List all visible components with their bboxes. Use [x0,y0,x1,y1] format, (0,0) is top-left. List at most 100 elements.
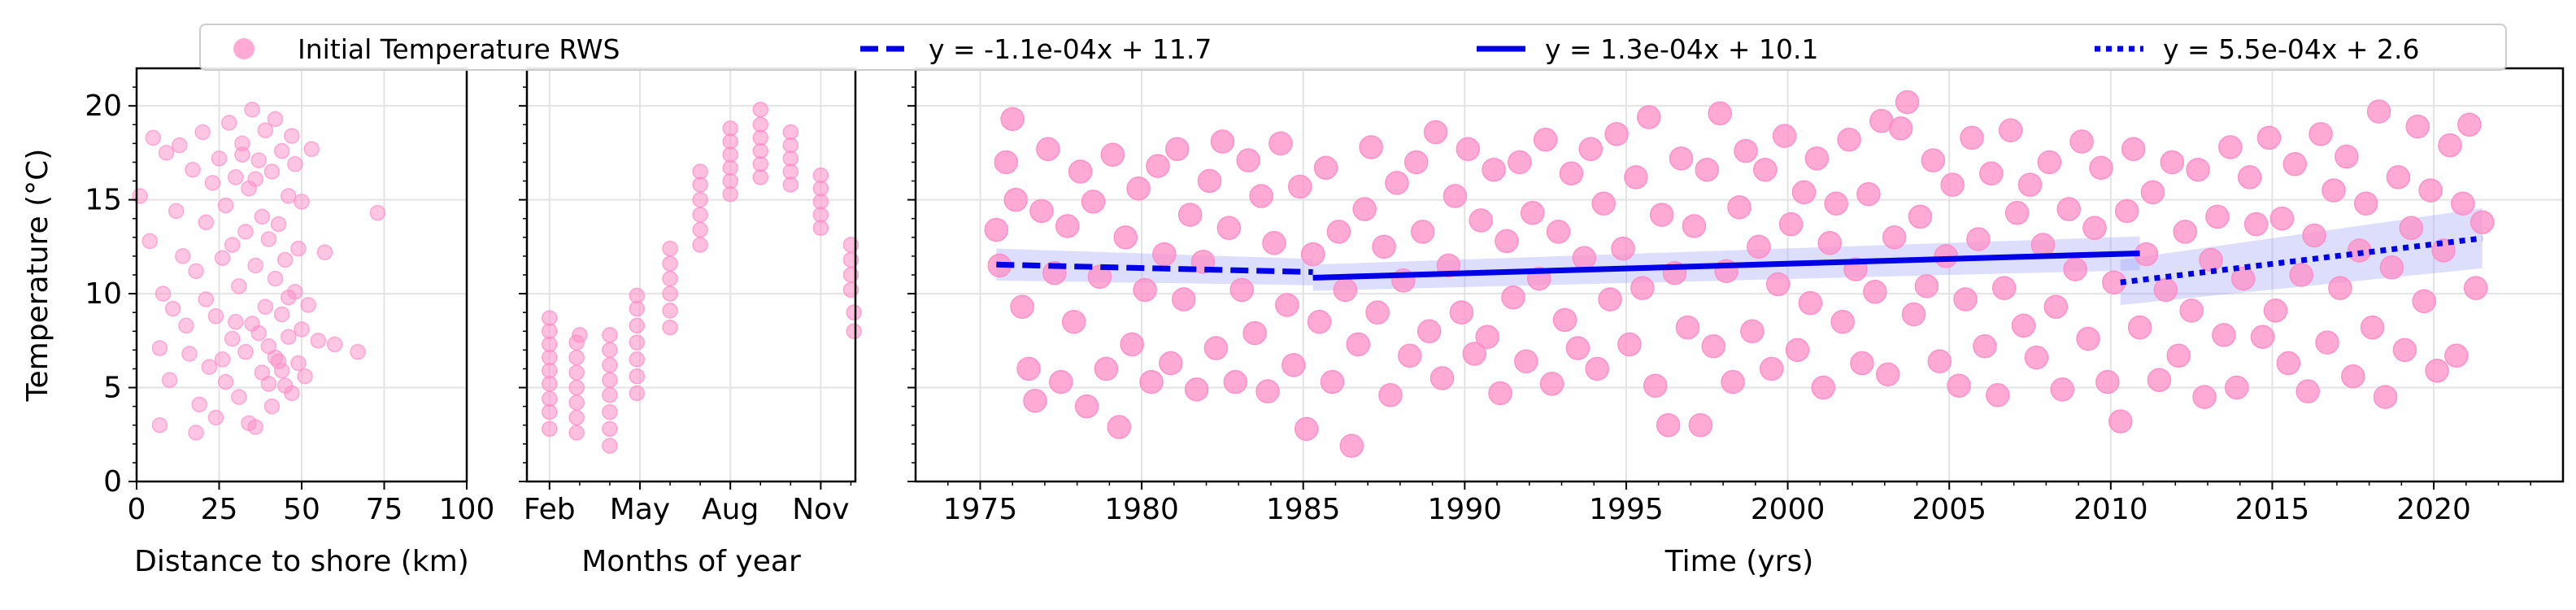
data-point [2295,379,2320,403]
data-point [2392,338,2417,363]
data-point [2425,359,2449,383]
data-point [2276,351,2301,376]
data-point [270,216,287,233]
data-point [172,137,188,154]
data-point [290,355,307,372]
data-point [350,343,366,360]
data-point [722,185,738,203]
data-point [542,336,558,353]
data-point [602,372,618,389]
data-point [2386,165,2411,190]
data-point [1003,187,1028,212]
data-point [2173,220,2197,244]
data-point [629,317,646,334]
data-point [1533,127,1558,152]
data-point [1804,146,1830,171]
data-point [2237,165,2262,190]
data-point [2321,178,2346,203]
data-point [1888,116,1913,141]
data-point [1352,197,1377,221]
data-point [2121,137,2146,162]
data-point [2315,330,2339,355]
data-point [2360,315,2385,340]
x-tick-label: 2010 [2073,493,2148,526]
x-tick-label: 1980 [1104,493,1179,526]
data-point [284,128,300,144]
data-point [151,416,168,434]
data-point [542,390,558,407]
data-point [722,172,738,190]
data-point [602,327,618,343]
data-point [2469,210,2495,235]
data-point [1611,236,1635,261]
x-axis-label: Distance to shore (km) [134,545,469,578]
data-point [284,385,300,402]
x-tick-label: 1985 [1266,493,1341,526]
y-axis-label: Temperature (°C) [21,149,54,403]
data-point [2463,276,2488,300]
data-point [1521,201,1545,225]
data-point [224,237,241,253]
data-point [782,163,799,180]
data-point [752,142,768,159]
data-point [2160,150,2185,175]
data-point [1811,375,1836,400]
data-point [2282,152,2308,176]
data-point [158,145,175,161]
data-point [224,330,241,347]
data-point [161,372,178,389]
data-point [1637,105,1661,129]
data-point [1423,120,1448,145]
data-point [542,420,558,438]
legend-label: y = 5.5e-04x + 2.6 [2163,33,2419,65]
data-point [164,300,181,317]
data-point [662,240,678,257]
data-point [260,376,277,392]
data-point [1791,180,1817,205]
data-point [2089,155,2113,181]
data-point [662,255,678,272]
data-point [247,171,263,187]
x-tick-label: 0 [128,493,146,526]
data-point [722,146,738,163]
data-point [568,364,585,381]
data-point [662,285,678,302]
data-point [1326,220,1351,244]
data-point [276,251,294,268]
data-point [1624,165,1648,190]
data-point [2328,276,2352,300]
data-point [752,116,768,133]
data-point [2140,180,2165,205]
data-point [257,298,274,316]
data-point [1986,383,2010,407]
data-point [250,152,267,168]
x-tick-label: 2015 [2235,493,2310,526]
x-tick-label: 1990 [1428,493,1503,526]
data-point [812,220,829,237]
data-point [692,163,708,180]
data-point [542,310,558,326]
data-point [2011,313,2036,338]
data-point [752,169,768,185]
data-point [2147,368,2172,393]
data-point [2366,99,2391,124]
data-point [1675,315,1700,340]
data-point [542,403,558,420]
data-point [662,303,678,319]
data-point [1850,351,1874,376]
data-point [237,224,254,240]
data-point [994,150,1018,175]
data-point [602,387,618,403]
data-point [1908,204,1933,229]
data-point [1960,125,1984,150]
legend-frame [199,24,2507,71]
data-point [846,304,862,320]
data-point [326,336,343,353]
data-point [2451,191,2475,216]
data-point [207,308,224,325]
data-point [1991,276,2017,300]
data-point [2353,191,2378,216]
data-point [2302,223,2326,248]
data-point [568,409,585,426]
